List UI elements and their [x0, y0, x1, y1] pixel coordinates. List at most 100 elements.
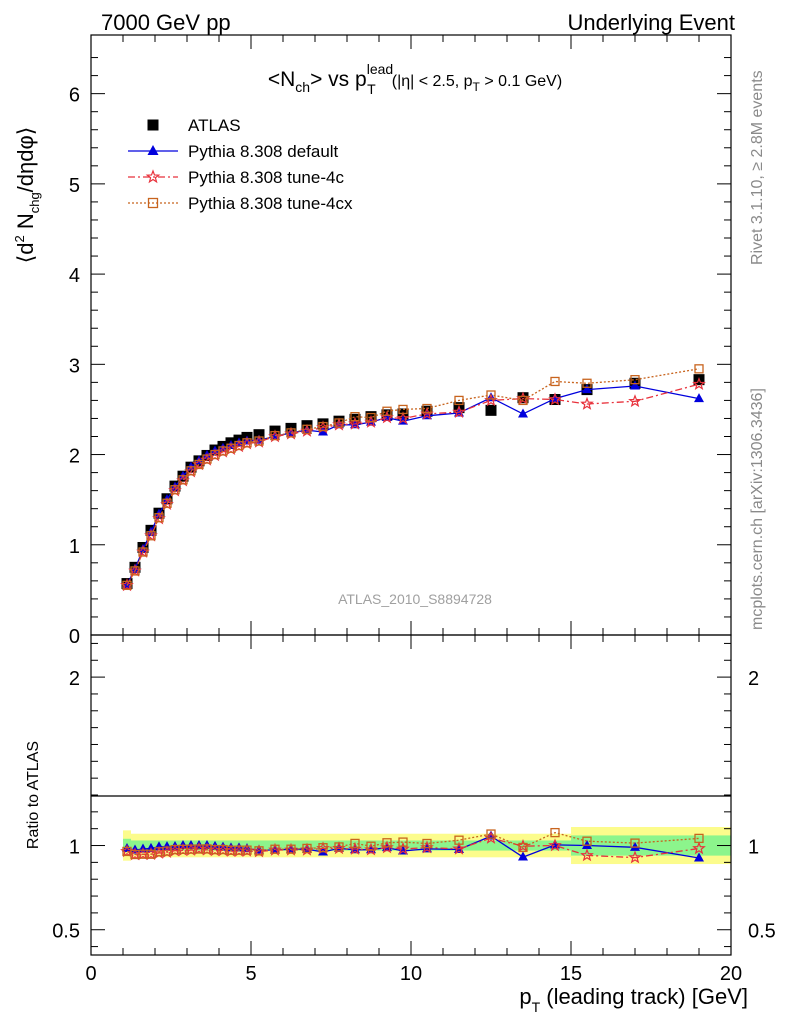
data-point [317, 418, 329, 430]
data-point [254, 436, 264, 446]
data-point [518, 408, 528, 418]
ratio-point [454, 835, 464, 845]
data-point [270, 430, 280, 441]
ratio-y-tick-label-right: 2 [748, 668, 759, 690]
ratio-point [580, 848, 594, 862]
data-point [694, 393, 704, 403]
ratio-point [366, 841, 376, 851]
data-point [366, 412, 376, 423]
ratio-point [550, 827, 560, 838]
series-line [126, 368, 700, 586]
data-point [130, 566, 140, 576]
legend-marker [147, 119, 159, 131]
legend-item: Pythia 8.308 tune-4cx [128, 194, 353, 213]
y-tick-label: 1 [69, 536, 80, 558]
data-point [398, 404, 408, 415]
x-tick-label: 10 [400, 963, 422, 985]
series-0 [121, 374, 705, 590]
x-tick-label: 5 [245, 963, 256, 985]
legend-marker [145, 169, 161, 184]
data-point [630, 375, 640, 385]
legend-item: Pythia 8.308 default [128, 142, 339, 161]
data-point [334, 418, 344, 428]
ratio-point [518, 842, 528, 853]
data-point [302, 424, 312, 434]
series-line [126, 383, 700, 586]
ratio-point [286, 844, 296, 854]
data-point [162, 498, 172, 508]
ratio-band-inner [667, 835, 731, 856]
data-point [138, 547, 148, 557]
y-tick-label: 3 [69, 355, 80, 377]
data-point [350, 412, 360, 422]
ratio-point [582, 836, 592, 846]
ratio-point [318, 843, 328, 853]
ratio-point [518, 851, 528, 861]
ratio-point [630, 838, 640, 848]
data-point [548, 392, 562, 406]
legend-label: Pythia 8.308 tune-4c [188, 168, 344, 187]
ratio-point [628, 850, 642, 864]
data-point [242, 438, 252, 448]
data-point [692, 376, 706, 391]
chart-title: <Nch> vs plead T (|η| < 2.5, pT > 0.1 GeV) [268, 61, 562, 97]
analysis-label: ATLAS_2010_S8894728 [338, 591, 492, 607]
data-point [382, 406, 392, 416]
ratio-frame [90, 634, 732, 956]
data-point [396, 411, 410, 425]
ratio-point [452, 841, 466, 855]
legend-item: Pythia 8.308 tune-4c [128, 168, 344, 187]
ratio-point [334, 842, 344, 852]
x-axis-label: pT (leading track) [GeV] [519, 984, 748, 1015]
main-y-axis-label: ⟨d2 Nchg/dηdφ⟩ [12, 127, 42, 264]
ratio-point [242, 845, 252, 855]
data-point [550, 376, 560, 387]
legend-marker [147, 197, 159, 209]
data-point [486, 390, 496, 400]
ratio-panel: 0.5 0.5 1 1 2 2 0 5 10 15 20 Ratio to ATLAS pT (l… [25, 634, 776, 1015]
ratio-band-inner [475, 840, 507, 851]
series-1 [122, 380, 704, 588]
ratio-point [692, 841, 706, 855]
ratio-series-3 [122, 827, 704, 860]
x-tick-label: 20 [720, 963, 742, 985]
data-point [422, 403, 432, 414]
y-tick-label: 2 [69, 446, 80, 468]
ratio-series-layer [120, 827, 706, 864]
ratio-y-axis-label: Ratio to ATLAS [25, 741, 42, 849]
ratio-point [350, 838, 360, 849]
ratio-point [270, 844, 280, 854]
legend-label: Pythia 8.308 default [188, 142, 339, 161]
ratio-y-tick-label-right: 0.5 [748, 921, 776, 943]
main-panel: 0 1 2 3 4 5 6 ⟨d2 Nchg/dηdφ⟩ <Nch> vs plead T (|… [12, 34, 732, 648]
x-axis: 0 5 10 15 20 [85, 635, 742, 985]
ratio-point [694, 852, 704, 862]
legend-marker [147, 145, 159, 155]
data-point [628, 394, 642, 408]
ratio-point [630, 841, 640, 851]
data-point [582, 378, 592, 388]
ratio-point [302, 843, 312, 854]
ratio-y-tick-label-right: 1 [748, 837, 759, 859]
series-3 [122, 364, 704, 591]
data-point [517, 392, 529, 404]
x-tick-label: 15 [560, 963, 582, 985]
ratio-y-tick-label: 0.5 [52, 921, 80, 943]
main-x-ticks [90, 35, 732, 635]
ratio-point [486, 830, 496, 840]
ratio-band-inner [507, 840, 539, 851]
ratio-y-tick-label: 1 [69, 837, 80, 859]
x-tick-label: 0 [85, 963, 96, 985]
ratio-point [382, 838, 392, 848]
ratio-point [398, 837, 408, 847]
main-y-axis: 0 1 2 3 4 5 6 [69, 57, 731, 648]
data-point [286, 428, 296, 438]
data-point [348, 416, 362, 430]
legend: ATLAS Pythia 8.308 default Pythia 8.308 tu… [128, 116, 353, 213]
series-2 [120, 376, 706, 592]
main-series-layer [120, 364, 706, 592]
data-point [170, 485, 180, 495]
ratio-point [242, 843, 252, 853]
mcplots-label: mcplots.cern.ch [arXiv:1306.3436] [749, 388, 766, 630]
